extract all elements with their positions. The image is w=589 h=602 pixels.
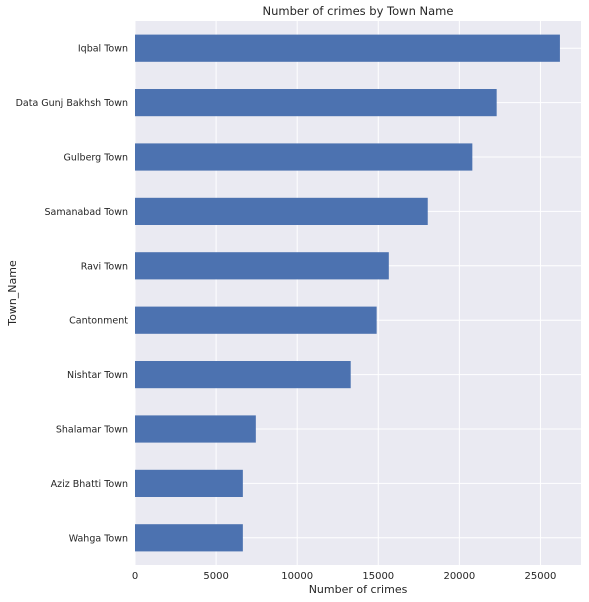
y-tick-label: Nishtar Town	[67, 370, 128, 381]
bar	[135, 252, 389, 279]
y-tick-labels: Iqbal Town Data Gunj Bakhsh Town Gulberg T…	[16, 44, 129, 545]
x-tick-label: 15000	[362, 571, 394, 582]
bar	[135, 35, 560, 62]
x-tick-label: 25000	[525, 571, 557, 582]
bar	[135, 89, 497, 116]
bar	[135, 198, 428, 225]
y-tick-label: Aziz Bhatti Town	[51, 479, 128, 490]
x-tick-label: 5000	[203, 571, 228, 582]
x-axis-label: Number of crimes	[309, 583, 408, 596]
x-tick-label: 0	[132, 571, 138, 582]
y-tick-label: Samanabad Town	[45, 207, 128, 218]
y-tick-label: Wahga Town	[69, 533, 128, 544]
y-tick-label: Shalamar Town	[56, 425, 128, 436]
y-tick-label: Cantonment	[69, 316, 128, 327]
y-tick-label: Iqbal Town	[78, 44, 128, 55]
bar	[135, 361, 351, 388]
bar	[135, 470, 243, 497]
y-tick-label: Data Gunj Bakhsh Town	[16, 98, 128, 109]
x-tick-labels: 0 5000 10000 15000 20000 25000	[132, 571, 557, 582]
x-tick-label: 10000	[281, 571, 313, 582]
bar	[135, 524, 243, 551]
x-tick-label: 20000	[443, 571, 475, 582]
chart-title: Number of crimes by Town Name	[263, 4, 454, 18]
bar	[135, 307, 377, 334]
y-axis-label: Town_Name	[6, 260, 19, 327]
y-tick-label: Gulberg Town	[64, 153, 128, 164]
bar	[135, 415, 256, 442]
y-tick-label: Ravi Town	[81, 261, 128, 272]
bar	[135, 143, 472, 170]
